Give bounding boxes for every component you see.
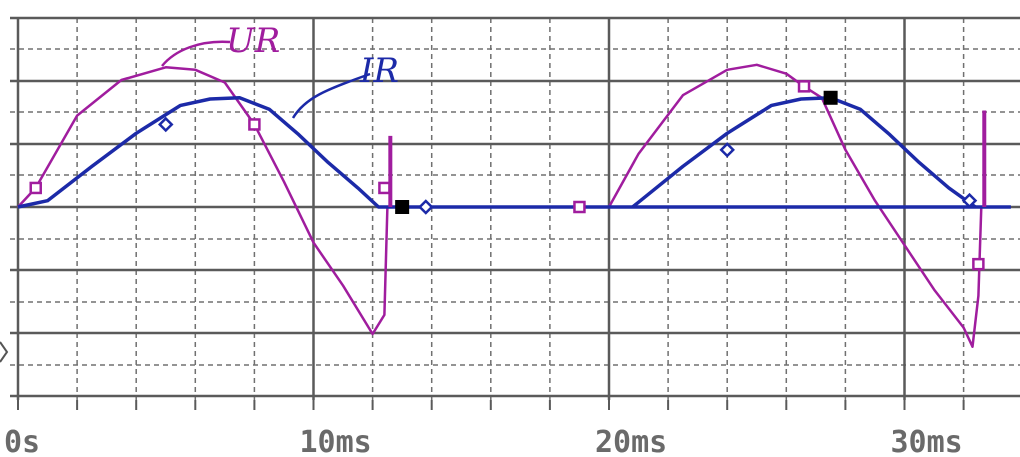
ur-annotation-line bbox=[161, 40, 231, 67]
ir-marker bbox=[418, 199, 434, 215]
ir-marker bbox=[961, 192, 978, 209]
ir-marker bbox=[719, 142, 735, 158]
traces bbox=[17, 63, 1011, 348]
x-tick-labels: 0s 10ms 20ms 30ms bbox=[4, 425, 963, 457]
axis-cursor-icon bbox=[0, 341, 9, 363]
ur-trace bbox=[17, 63, 983, 348]
ir-annotation-line bbox=[291, 72, 371, 119]
cursor-marker bbox=[823, 90, 838, 105]
ir-trace bbox=[17, 96, 1011, 209]
x-tick-label: 30ms bbox=[891, 425, 963, 457]
hand-annotations: UR IR bbox=[161, 21, 399, 119]
ur-marker bbox=[797, 80, 811, 93]
x-tick-label: 20ms bbox=[595, 425, 667, 457]
ur-marker bbox=[248, 118, 261, 131]
plot-grid bbox=[0, 16, 1020, 410]
ur-marker bbox=[29, 181, 42, 195]
ir-annotation-label: IR bbox=[359, 51, 399, 91]
ir-marker bbox=[157, 116, 174, 133]
x-tick-label: 0s bbox=[4, 425, 40, 457]
ur-marker bbox=[573, 200, 586, 214]
x-tick-label: 10ms bbox=[300, 425, 372, 457]
ur-marker bbox=[972, 257, 985, 271]
ur-marker bbox=[378, 181, 391, 195]
ur-annotation-label: UR bbox=[226, 21, 280, 61]
cursor-marker bbox=[395, 200, 410, 214]
